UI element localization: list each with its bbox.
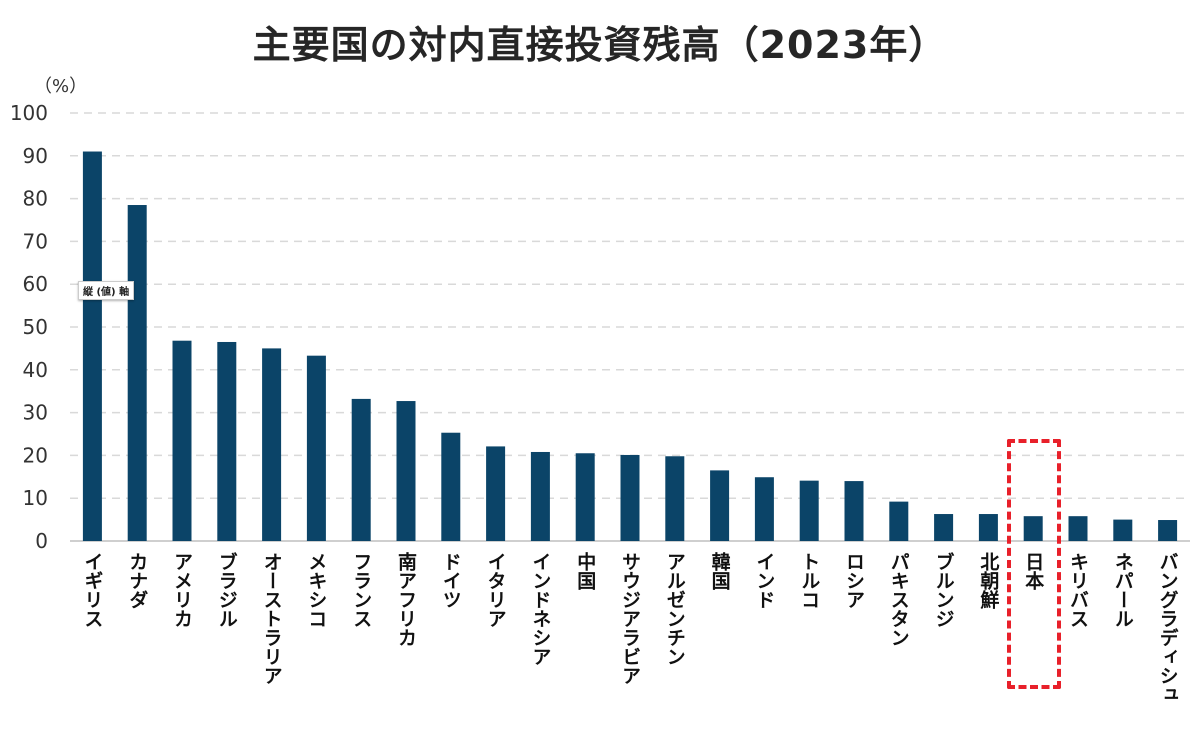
bar [620, 454, 640, 541]
x-tick-label: トルコ [798, 552, 820, 609]
bar [217, 341, 237, 541]
bar [1023, 516, 1043, 541]
y-tick-label: 0 [35, 529, 48, 553]
x-tick-label: キリバス [1067, 552, 1089, 628]
x-tick-label: フランス [350, 552, 372, 628]
bar [441, 432, 461, 541]
bar [1158, 520, 1178, 541]
bar [934, 514, 954, 541]
bar [844, 481, 864, 541]
bar [530, 451, 550, 541]
y-axis-unit-label: （%） [34, 76, 88, 97]
bar [1113, 519, 1133, 541]
x-tick-label: 韓国 [709, 551, 731, 590]
x-tick-label: アメリカ [171, 552, 193, 628]
axis-tooltip: 縦 (値) 軸 [78, 281, 135, 300]
x-tick-label: サウジアラビア [619, 552, 641, 685]
x-tick-label: カナダ [126, 552, 148, 609]
bar [1068, 516, 1088, 541]
bar [486, 446, 506, 541]
x-tick-label: オーストラリア [261, 552, 283, 685]
x-tick-label: イタリア [485, 552, 507, 628]
bar [262, 348, 282, 541]
bar [799, 480, 819, 541]
y-tick-label: 60 [23, 272, 48, 296]
y-tick-label: 100 [10, 101, 48, 125]
y-tick-label: 10 [23, 486, 48, 510]
x-tick-label: イギリス [81, 552, 103, 628]
x-tick-label: ブラジル [216, 551, 238, 628]
x-tick-label: インド [753, 552, 775, 609]
japan-highlight-box [1007, 439, 1061, 689]
y-tick-label: 20 [23, 443, 48, 467]
x-tick-label: ブルンジ [933, 551, 955, 628]
bar [172, 340, 192, 541]
bar [351, 398, 371, 541]
bar [575, 453, 595, 541]
x-tick-label: ドイツ [440, 552, 462, 609]
bar [82, 151, 102, 541]
bars [82, 151, 1178, 541]
x-tick-label: 北朝鮮 [977, 552, 999, 610]
bar [978, 514, 998, 541]
bar [127, 205, 147, 541]
x-tick-label: ロシア [843, 552, 865, 609]
x-tick-label: インドネシア [529, 552, 551, 666]
x-tick-label: 南アフリカ [395, 552, 417, 647]
y-tick-label: 30 [23, 401, 48, 425]
bar [754, 477, 774, 541]
x-tick-label: 中国 [574, 551, 596, 590]
x-tick-label: アルゼンチン [664, 552, 686, 666]
bar [889, 501, 909, 541]
bar [710, 470, 730, 541]
x-axis-labels: イギリス カナダ アメリカ ブラジル オーストラリア メキシコ フランス 南アフリカ ドイツ イタ… [81, 551, 1178, 704]
chart-title: 主要国の対内直接投資残高（2023年） [252, 23, 948, 67]
y-tick-label: 40 [23, 358, 48, 382]
x-tick-label: ネパール [1112, 552, 1134, 628]
x-tick-label: メキシコ [305, 552, 327, 628]
y-tick-label: 50 [23, 315, 48, 339]
bar [306, 355, 326, 541]
y-tick-label: 90 [23, 144, 48, 168]
y-tick-label: 80 [23, 187, 48, 211]
x-tick-label: パキスタン [888, 552, 910, 647]
x-tick-label: 日本 [1022, 552, 1044, 591]
x-tick-label: バングラディシュ [1157, 552, 1179, 704]
bar [665, 456, 685, 541]
bar [396, 401, 416, 541]
y-axis-ticks: 0 10 20 30 40 50 60 70 80 90 100 [10, 101, 48, 553]
y-tick-label: 70 [23, 229, 48, 253]
